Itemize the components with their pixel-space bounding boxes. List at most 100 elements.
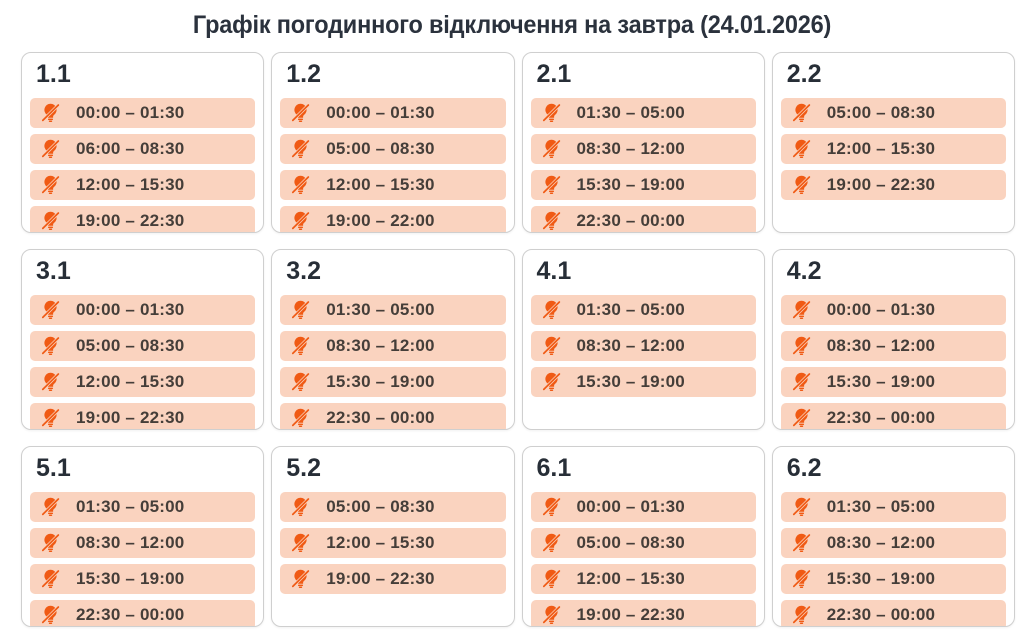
outage-time: 19:00 – 22:00: [326, 210, 435, 230]
no-light-icon: [40, 568, 61, 589]
no-light-icon: [541, 299, 562, 320]
outage-slot: 06:00 – 08:30: [30, 133, 256, 164]
no-light-icon: [40, 210, 61, 231]
group-label: 4.1: [536, 257, 572, 285]
group-label: 5.1: [36, 454, 71, 482]
no-light-icon: [40, 604, 61, 625]
outage-time: 15:30 – 19:00: [76, 568, 185, 588]
outage-time: 22:30 – 00:00: [576, 210, 685, 230]
outage-time: 12:00 – 15:30: [576, 568, 685, 588]
outage-time: 01:30 – 05:00: [76, 496, 185, 516]
outage-slot: 05:00 – 08:30: [280, 133, 506, 164]
outage-slot: 19:00 – 22:30: [530, 599, 756, 626]
no-light-icon: [791, 102, 812, 123]
outage-slot: 15:30 – 19:00: [780, 563, 1006, 594]
outage-slot: 12:00 – 15:30: [280, 169, 506, 200]
outage-time: 12:00 – 15:30: [326, 532, 435, 552]
schedule-grid: 1.1 00:00 – 01:30 06:00 – 08:30 12:00 – …: [0, 52, 1024, 627]
outage-slot: 08:30 – 12:00: [530, 133, 756, 164]
no-light-icon: [791, 335, 812, 356]
outage-slot: 15:30 – 19:00: [530, 169, 756, 200]
outage-time: 22:30 – 00:00: [76, 604, 185, 624]
no-light-icon: [541, 568, 562, 589]
outage-slot: 05:00 – 08:30: [780, 97, 1006, 128]
outage-time: 15:30 – 19:00: [826, 568, 936, 588]
group-card-3-2: 3.2 01:30 – 05:00 08:30 – 12:00 15:30 – …: [271, 249, 515, 430]
outage-time: 05:00 – 08:30: [576, 532, 685, 552]
outage-time: 01:30 – 05:00: [576, 299, 685, 319]
no-light-icon: [541, 210, 562, 231]
no-light-icon: [791, 138, 812, 159]
no-light-icon: [791, 299, 812, 320]
outage-time: 15:30 – 19:00: [576, 371, 685, 391]
outage-slot: 12:00 – 15:30: [280, 527, 506, 558]
group-card-1-1: 1.1 00:00 – 01:30 06:00 – 08:30 12:00 – …: [21, 52, 265, 233]
outage-slot: 22:30 – 00:00: [280, 402, 506, 429]
outage-time: 22:30 – 00:00: [326, 407, 435, 427]
group-card-2-2: 2.2 05:00 – 08:30 12:00 – 15:30 19:00 – …: [771, 52, 1015, 233]
outage-time: 06:00 – 08:30: [76, 138, 185, 158]
outage-time: 12:00 – 15:30: [326, 174, 435, 194]
no-light-icon: [290, 371, 311, 392]
outage-slot: 00:00 – 01:30: [280, 97, 506, 128]
outage-time: 05:00 – 08:30: [76, 335, 185, 355]
outage-slot: 22:30 – 00:00: [780, 599, 1006, 626]
no-light-icon: [290, 407, 311, 428]
group-label: 6.1: [536, 454, 572, 482]
outage-time: 08:30 – 12:00: [826, 532, 936, 552]
outage-time: 01:30 – 05:00: [576, 102, 685, 122]
group-label: 1.1: [36, 60, 71, 88]
no-light-icon: [40, 371, 61, 392]
outage-slot: 05:00 – 08:30: [280, 491, 506, 522]
outage-slot: 12:00 – 15:30: [530, 563, 756, 594]
outage-time: 19:00 – 22:30: [76, 407, 185, 427]
group-card-6-2: 6.2 01:30 – 05:00 08:30 – 12:00 15:30 – …: [771, 446, 1015, 627]
outage-slot: 15:30 – 19:00: [30, 563, 256, 594]
group-label: 5.2: [286, 454, 322, 482]
outage-time: 08:30 – 12:00: [576, 138, 685, 158]
no-light-icon: [791, 174, 812, 195]
outage-time: 01:30 – 05:00: [826, 496, 936, 516]
group-label: 2.1: [536, 60, 572, 88]
outage-slot: 00:00 – 01:30: [30, 97, 256, 128]
no-light-icon: [40, 138, 61, 159]
outage-slot: 19:00 – 22:30: [780, 169, 1006, 200]
no-light-icon: [290, 532, 311, 553]
group-label: 3.2: [286, 257, 322, 285]
outage-time: 19:00 – 22:30: [76, 210, 185, 230]
no-light-icon: [541, 335, 562, 356]
outage-slot: 19:00 – 22:30: [280, 563, 506, 594]
no-light-icon: [40, 532, 61, 553]
no-light-icon: [541, 174, 562, 195]
group-label: 2.2: [786, 60, 822, 88]
outage-slot: 08:30 – 12:00: [530, 330, 756, 361]
outage-slot: 01:30 – 05:00: [780, 491, 1006, 522]
no-light-icon: [791, 568, 812, 589]
outage-slot: 12:00 – 15:30: [30, 169, 256, 200]
group-card-3-1: 3.1 00:00 – 01:30 05:00 – 08:30 12:00 – …: [21, 249, 265, 430]
outage-time: 15:30 – 19:00: [826, 371, 936, 391]
outage-slot: 00:00 – 01:30: [780, 294, 1006, 325]
outage-slot: 01:30 – 05:00: [530, 97, 756, 128]
outage-time: 19:00 – 22:30: [826, 174, 936, 194]
outage-slot: 22:30 – 00:00: [780, 402, 1006, 429]
no-light-icon: [40, 299, 61, 320]
outage-time: 05:00 – 08:30: [326, 138, 435, 158]
outage-time: 00:00 – 01:30: [76, 299, 185, 319]
no-light-icon: [290, 138, 311, 159]
outage-time: 00:00 – 01:30: [826, 299, 936, 319]
outage-slot: 12:00 – 15:30: [30, 366, 256, 397]
outage-time: 00:00 – 01:30: [76, 102, 185, 122]
outage-slot: 01:30 – 05:00: [30, 491, 256, 522]
outage-slot: 01:30 – 05:00: [280, 294, 506, 325]
no-light-icon: [791, 532, 812, 553]
outage-slot: 00:00 – 01:30: [30, 294, 256, 325]
outage-slot: 08:30 – 12:00: [780, 527, 1006, 558]
outage-time: 08:30 – 12:00: [76, 532, 185, 552]
group-card-4-2: 4.2 00:00 – 01:30 08:30 – 12:00 15:30 – …: [771, 249, 1015, 430]
no-light-icon: [541, 496, 562, 517]
outage-time: 12:00 – 15:30: [76, 371, 185, 391]
outage-slot: 05:00 – 08:30: [30, 330, 256, 361]
outage-slot: 19:00 – 22:30: [30, 205, 256, 232]
no-light-icon: [290, 568, 311, 589]
